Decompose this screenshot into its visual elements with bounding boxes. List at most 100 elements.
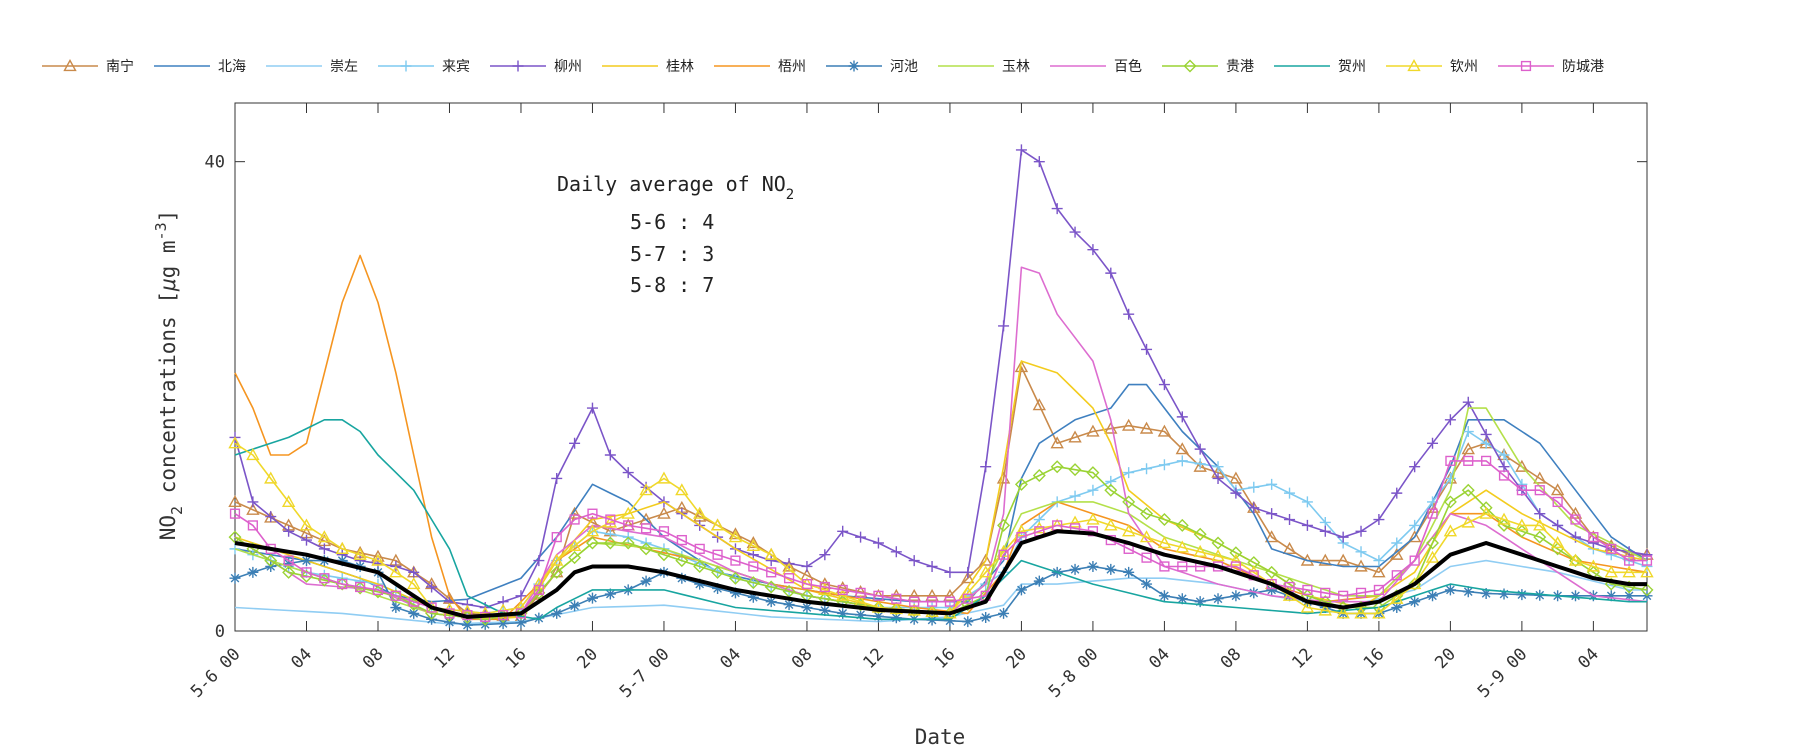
- x-tick-label: 04: [287, 644, 316, 673]
- series-marker: [1498, 449, 1510, 461]
- x-tick-label: 12: [1288, 644, 1317, 673]
- series-marker: [978, 553, 993, 566]
- series-崇左: [234, 559, 1647, 625]
- series-marker: [1481, 455, 1492, 466]
- series-marker: [694, 578, 706, 590]
- legend-item: 防城港: [1498, 59, 1604, 75]
- series-marker: [1534, 508, 1546, 520]
- series-marker: [1033, 575, 1045, 587]
- series-marker: [1443, 495, 1457, 509]
- y-axis-title: NO2 concentrations [μg m-3]: [152, 210, 186, 541]
- series-marker: [657, 471, 671, 484]
- series-marker: [372, 584, 384, 596]
- series-line: [234, 360, 1648, 621]
- series-marker: [1391, 487, 1403, 499]
- series-marker: [1355, 587, 1367, 598]
- series-marker: [1212, 472, 1224, 484]
- plot-frame: [234, 102, 1648, 632]
- series-marker: [603, 536, 617, 550]
- series-marker: [1123, 308, 1135, 320]
- series-marker: [1229, 471, 1243, 484]
- series-marker: [1409, 461, 1421, 473]
- series-marker: [818, 582, 832, 596]
- series-marker: [746, 538, 761, 552]
- series-marker: [926, 596, 938, 607]
- series-marker: [1248, 502, 1260, 514]
- series-来宾: [229, 426, 1653, 619]
- series-marker: [1391, 570, 1402, 581]
- legend-label: 贺州: [1338, 59, 1366, 75]
- legend-label: 贵港: [1226, 59, 1254, 75]
- y-tick-label: 0: [215, 622, 225, 642]
- series-marker: [264, 554, 278, 568]
- series-marker: [515, 590, 527, 602]
- series-南宁: [228, 360, 1654, 623]
- annotation-line-2: 5-7 : 3: [630, 242, 714, 266]
- series-marker: [1248, 587, 1260, 599]
- series-marker: [299, 518, 314, 531]
- series-marker: [1141, 552, 1152, 563]
- series-marker: [1550, 483, 1565, 496]
- series-marker: [533, 555, 545, 567]
- series-line: [234, 366, 1647, 618]
- series-marker: [603, 515, 618, 528]
- series-marker: [1015, 144, 1027, 156]
- series-marker: [1051, 203, 1063, 215]
- series-marker: [693, 506, 707, 519]
- x-tick-label: 5-9 00: [1474, 644, 1532, 702]
- series-marker: [604, 449, 616, 461]
- series-marker: [819, 581, 830, 593]
- series-marker: [1139, 530, 1154, 543]
- legend-item: 百色: [1050, 58, 1142, 75]
- series-marker: [783, 599, 795, 611]
- series-marker: [980, 612, 992, 624]
- series-marker: [1391, 537, 1403, 549]
- series-marker: [300, 569, 313, 583]
- legend-item: 河池: [826, 59, 918, 75]
- series-marker: [1461, 483, 1475, 497]
- x-tick-label: 12: [859, 644, 888, 673]
- series-marker: [765, 596, 777, 608]
- series-marker: [389, 565, 403, 578]
- series-marker: [569, 437, 581, 449]
- series-marker: [1139, 421, 1154, 434]
- series-marker: [640, 523, 652, 534]
- series-marker: [551, 607, 563, 619]
- series-marker: [1087, 484, 1099, 496]
- series-marker: [426, 581, 438, 593]
- mean-line: [234, 529, 1647, 619]
- series-marker: [1159, 561, 1170, 572]
- series-marker: [337, 578, 348, 590]
- series-marker: [710, 518, 725, 531]
- series-marker: [639, 542, 653, 556]
- series-marker: [998, 320, 1010, 332]
- series-marker: [925, 588, 939, 601]
- series-marker: [1461, 442, 1475, 455]
- series-marker: [819, 549, 831, 561]
- legend-item: 梧州: [714, 59, 806, 75]
- legend-label: 玉林: [1002, 59, 1030, 75]
- series-marker: [569, 514, 580, 525]
- series-marker: [408, 566, 420, 578]
- series-marker: [1407, 59, 1421, 72]
- series-marker: [1194, 596, 1206, 608]
- legend-label: 梧州: [778, 59, 806, 75]
- series-marker: [533, 584, 544, 596]
- series-marker: [944, 615, 956, 627]
- series-marker: [335, 541, 349, 554]
- series-marker: [283, 525, 295, 537]
- legend-label: 崇左: [330, 59, 358, 75]
- series-marker: [1622, 565, 1636, 578]
- series-marker: [907, 603, 921, 617]
- series-marker: [1409, 596, 1421, 608]
- series-marker: [1229, 546, 1243, 560]
- series-marker: [1427, 590, 1439, 602]
- series-marker: [1266, 584, 1278, 596]
- series-marker: [228, 530, 242, 544]
- series-marker: [891, 593, 902, 604]
- series-marker: [1211, 536, 1225, 550]
- series-marker: [836, 581, 850, 594]
- series-marker: [621, 506, 635, 519]
- series-marker: [1032, 469, 1046, 483]
- series-marker: [247, 520, 258, 531]
